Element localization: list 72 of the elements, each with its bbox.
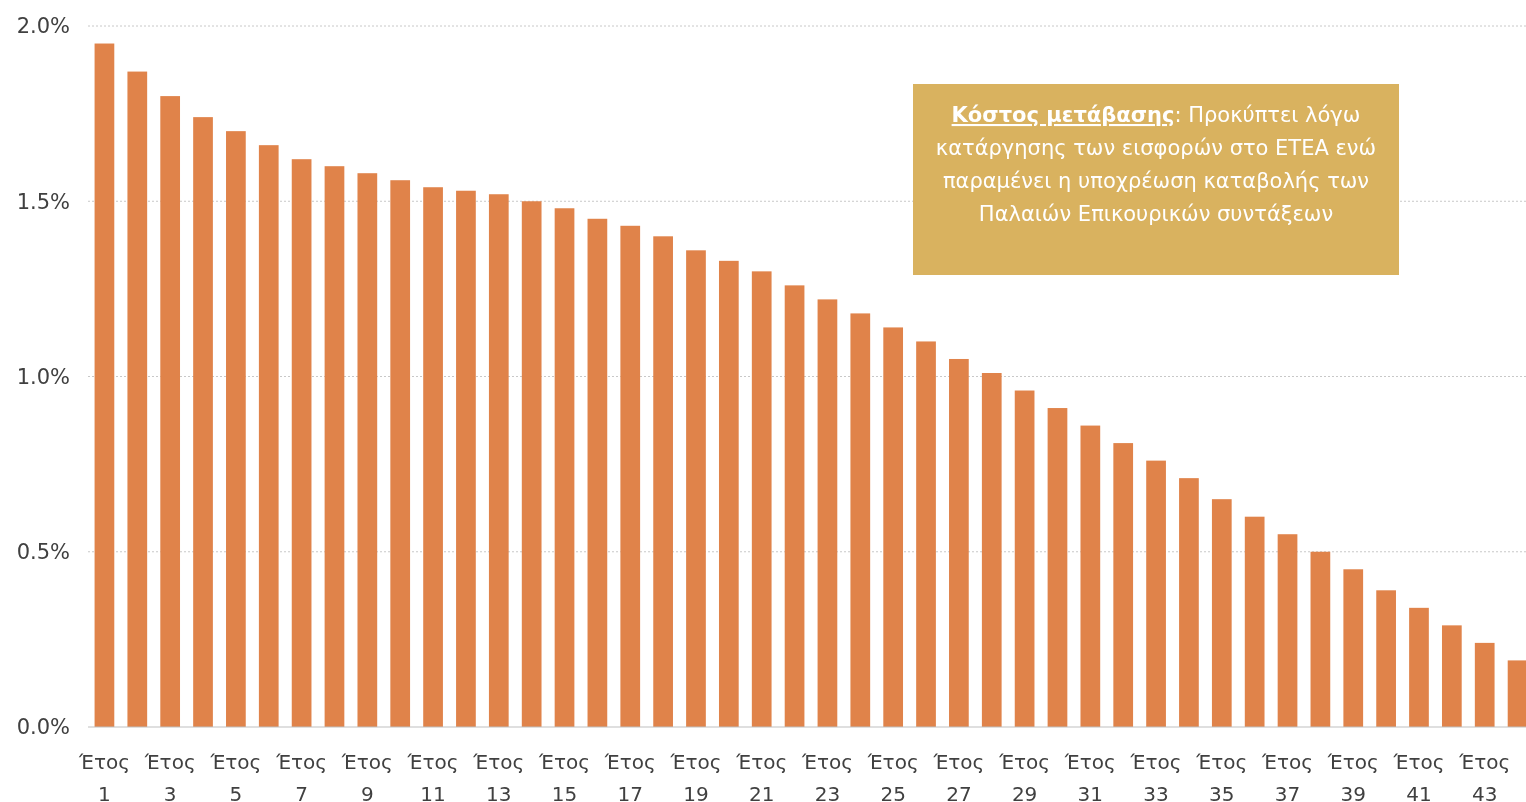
bar	[587, 218, 608, 727]
x-tick-label: Έτος 35	[1195, 750, 1248, 802]
x-tick-label: Έτος 31	[1063, 750, 1116, 802]
bar	[916, 341, 936, 727]
bar	[226, 131, 246, 727]
y-tick-label: 0.0%	[16, 715, 70, 740]
bar	[686, 250, 706, 727]
bar	[1113, 443, 1134, 727]
x-tick-label: Έτος 3	[143, 750, 196, 802]
bar	[1047, 408, 1068, 727]
bar	[127, 71, 148, 727]
y-tick-label: 0.5%	[16, 540, 70, 565]
x-tick-label: Έτος 37	[1261, 750, 1313, 802]
bar	[1310, 551, 1331, 727]
x-tick-label: Έτος 39	[1326, 750, 1379, 802]
bar	[423, 187, 443, 727]
x-tick-label: Έτος 41	[1392, 750, 1445, 802]
x-tick-label: Έτος 23	[800, 750, 853, 802]
bar	[653, 236, 673, 727]
x-tick-label: Έτος 11	[406, 750, 459, 802]
bar	[817, 299, 838, 727]
y-tick-label: 1.5%	[16, 189, 70, 214]
bar	[193, 117, 213, 727]
x-tick-label: Έτος 7	[275, 750, 328, 802]
x-tick-label: Έτος 19	[669, 750, 722, 802]
annotation: Κόστος μετάβασης: Προκύπτει λόγω κατάργησης των εισφορών στο ΕΤΕΑ ενώ παραμένει η υποχρέωση καταβολής των Παλαιών Επικουρικών συντάξεων	[935, 103, 1377, 226]
bar	[1409, 607, 1429, 727]
x-tick-label: Έτος 27	[932, 750, 985, 802]
bar	[1211, 499, 1232, 727]
x-tick-label: Έτος 33	[1129, 750, 1182, 802]
bar	[1474, 642, 1495, 727]
bar	[850, 313, 871, 727]
bar	[718, 260, 739, 727]
x-tick-label: Έτος 17	[603, 750, 656, 802]
bar	[456, 190, 476, 727]
bar	[883, 327, 904, 727]
x-tick-label: Έτος 15	[538, 750, 590, 802]
bar	[160, 96, 181, 727]
bar	[291, 159, 312, 727]
bar	[554, 208, 575, 727]
bar	[521, 201, 542, 727]
bar	[324, 166, 345, 727]
bar	[1179, 478, 1199, 727]
bar	[1080, 425, 1101, 727]
x-tick-label: Έτος 5	[209, 750, 262, 802]
bar	[1014, 390, 1035, 727]
bar	[94, 43, 115, 727]
bar	[390, 180, 411, 727]
x-tick-label: Έτος 29	[998, 750, 1051, 802]
x-tick-label: Έτος 25	[866, 750, 919, 802]
bar	[1277, 534, 1298, 727]
bar	[949, 358, 969, 727]
y-tick-label: 2.0%	[16, 14, 70, 39]
bar	[1244, 516, 1265, 727]
x-tick-label: Έτος 9	[340, 750, 393, 802]
bar	[620, 225, 641, 727]
x-tick-label: Έτος 13	[472, 750, 525, 802]
bar	[751, 271, 772, 727]
x-tick-label: Έτος 21	[735, 750, 788, 802]
bar	[784, 285, 805, 727]
bar	[488, 194, 509, 727]
bar	[357, 173, 378, 727]
bar	[258, 145, 279, 727]
y-tick-label: 1.0%	[16, 364, 70, 389]
bar	[981, 373, 1002, 727]
bar	[1507, 660, 1526, 727]
bar	[1376, 590, 1396, 727]
bar	[1441, 625, 1462, 727]
x-tick-label: Έτος 43	[1458, 750, 1511, 802]
bar	[1343, 569, 1364, 727]
x-tick-label: Έτος 1	[77, 750, 130, 802]
bar	[1146, 460, 1166, 727]
